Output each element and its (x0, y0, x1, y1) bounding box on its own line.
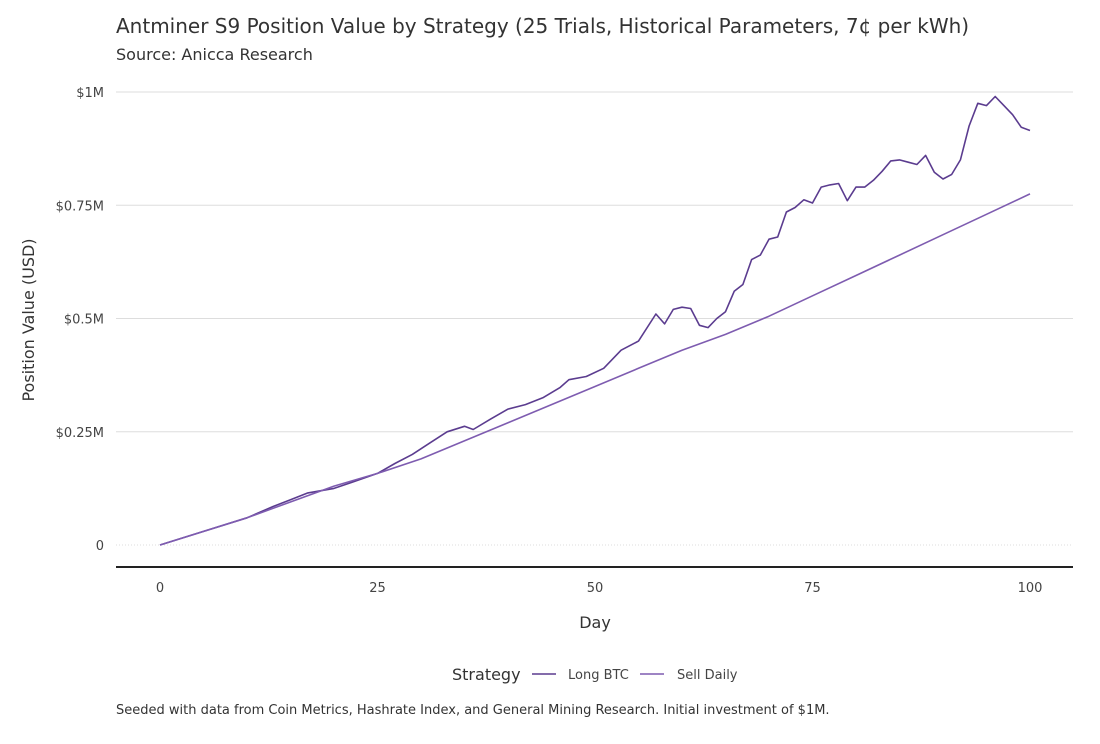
x-tick-label: 50 (587, 581, 604, 596)
y-axis-title: Position Value (USD) (19, 238, 38, 401)
legend-entry-label: Sell Daily (677, 668, 738, 683)
series-line-long-btc (159, 95, 1031, 546)
chart-caption: Seeded with data from Coin Metrics, Hash… (116, 703, 830, 718)
x-tick-label: 0 (156, 581, 164, 596)
gridlines (116, 91, 1073, 546)
y-tick-label: 0 (96, 539, 104, 554)
legend-entry-label: Long BTC (568, 668, 629, 683)
y-axis-ticks: 0 $0.25M $0.5M $0.75M $1M (56, 86, 104, 554)
legend-title: Strategy (452, 665, 521, 684)
chart-subtitle: Source: Anicca Research (116, 45, 313, 64)
x-axis-ticks: 0 25 50 75 100 (156, 581, 1043, 596)
x-tick-label: 100 (1018, 581, 1043, 596)
series-lines (159, 95, 1031, 546)
y-tick-label: $0.75M (56, 199, 104, 214)
x-tick-label: 75 (804, 581, 821, 596)
x-axis-title: Day (579, 613, 611, 632)
chart-title: Antminer S9 Position Value by Strategy (… (116, 14, 970, 38)
y-tick-label: $0.5M (64, 313, 104, 328)
series-line-sell-daily (159, 193, 1031, 546)
y-tick-label: $0.25M (56, 426, 104, 441)
x-tick-label: 25 (369, 581, 386, 596)
legend: Strategy Long BTC Sell Daily (452, 665, 738, 684)
y-tick-label: $1M (76, 86, 104, 101)
